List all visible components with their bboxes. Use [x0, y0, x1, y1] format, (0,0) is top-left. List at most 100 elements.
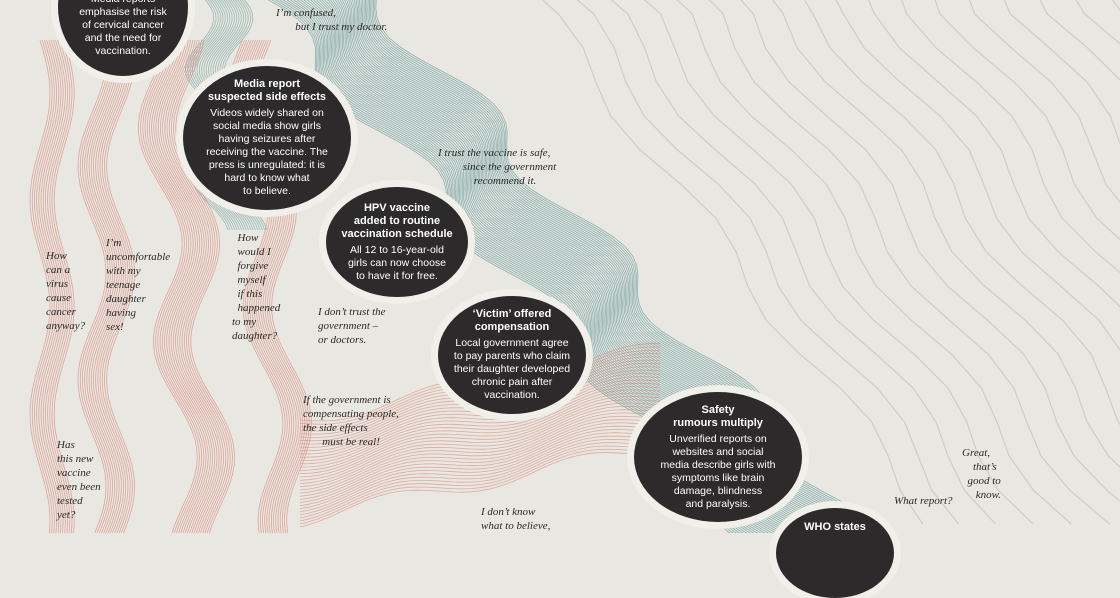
- red-stream-line: [173, 39, 233, 533]
- faint-wave-line: [740, 0, 1120, 502]
- red-stream-line: [299, 392, 661, 471]
- red-stream-line: [47, 39, 69, 533]
- red-stream-line: [151, 39, 211, 533]
- red-stream-line: [299, 402, 661, 481]
- bubble-body: Unverified reports on websites and socia…: [660, 432, 776, 510]
- red-stream-line: [299, 405, 661, 484]
- red-stream-line: [299, 372, 661, 452]
- quote-dont-trust-government: I don’t trust the government – or doctor…: [318, 306, 386, 346]
- red-stream-line: [137, 39, 198, 533]
- quote-what-report: What report?: [894, 495, 953, 507]
- red-stream-line: [77, 39, 107, 533]
- red-stream-line: [299, 422, 661, 500]
- red-stream-line: [299, 425, 661, 503]
- bubble-hpv-vaccine-schedule: HPV vaccine added to routine vaccination…: [326, 187, 468, 297]
- red-stream-line: [84, 39, 114, 533]
- faint-wave-line: [867, 0, 1120, 308]
- red-stream-line: [299, 409, 661, 488]
- red-stream-line: [99, 39, 129, 533]
- bubble-body: Local government agree to pay parents wh…: [453, 337, 571, 401]
- red-stream-line: [97, 39, 127, 533]
- bubble-who-states: WHO states: [776, 508, 894, 598]
- red-stream-line: [299, 445, 661, 522]
- faint-wave-line: [541, 0, 924, 525]
- faint-wave-line: [900, 0, 1120, 274]
- red-stream-line: [299, 419, 661, 497]
- red-stream-line: [170, 39, 231, 533]
- red-stream-line: [299, 448, 661, 525]
- red-stream-line: [140, 39, 200, 533]
- red-stream-line: [92, 39, 122, 533]
- red-stream-line: [162, 39, 222, 533]
- red-stream-line: [101, 39, 131, 533]
- red-stream-line: [38, 39, 60, 533]
- red-stream-line: [81, 39, 111, 533]
- quote-forgive-myself: How would I forgive myself if this happe…: [232, 232, 281, 342]
- faint-wave-line: [643, 0, 1034, 525]
- faint-wave-line: [676, 0, 1072, 525]
- red-stream-line: [144, 39, 205, 533]
- red-stream-line: [142, 39, 203, 533]
- faint-wave-line: [772, 0, 1120, 468]
- bubble-title: WHO states: [804, 521, 866, 533]
- red-stream-line: [299, 376, 661, 455]
- red-stream-line: [175, 39, 236, 533]
- red-stream-line: [299, 399, 661, 478]
- red-stream-line: [86, 39, 116, 533]
- red-stream-line: [88, 39, 118, 533]
- red-stream-line: [299, 396, 661, 475]
- red-stream-line: [29, 39, 51, 533]
- red-stream-line: [299, 432, 661, 510]
- faint-wave-line: [934, 0, 1120, 241]
- red-stream-line: [153, 39, 214, 533]
- faint-wave-line: [803, 0, 1120, 426]
- red-stream-line: [299, 435, 660, 513]
- red-stream-line: [36, 39, 58, 533]
- faint-wave-line: [708, 0, 1110, 525]
- bubble-title: Media report suspected side effects: [208, 78, 326, 103]
- red-stream-line: [31, 39, 53, 533]
- red-stream-line: [49, 39, 71, 533]
- red-stream-line: [146, 39, 207, 533]
- red-stream-line: [106, 39, 136, 533]
- red-stream-line: [157, 39, 218, 533]
- bubble-body: Media reports emphasise the risk of cerv…: [79, 0, 167, 57]
- red-stream-line: [33, 39, 55, 533]
- quote-compensating-people: If the government is compensating people…: [303, 394, 399, 448]
- red-stream-line: [299, 412, 661, 491]
- red-stream-line: [299, 442, 661, 519]
- red-stream-line: [299, 389, 661, 468]
- red-stream-line: [166, 39, 227, 533]
- red-stream-line: [42, 39, 64, 533]
- faint-wave-line: [968, 0, 1120, 204]
- bubble-title: Safety rumours multiply: [673, 403, 763, 429]
- quote-how-virus-cancer: How can a virus cause cancer anyway?: [46, 250, 86, 332]
- red-stream-line: [168, 39, 229, 533]
- red-stream-line: [299, 429, 661, 507]
- red-stream-line: [44, 39, 66, 533]
- faint-wave-line: [1039, 0, 1120, 81]
- red-stream-line: [40, 39, 62, 533]
- red-stream-line: [53, 39, 75, 533]
- quote-vaccine-tested: Has this new vaccine even been tested ye…: [57, 439, 101, 521]
- red-stream-line: [164, 39, 225, 533]
- red-stream-line: [299, 386, 661, 465]
- faint-wave-line: [1075, 0, 1120, 45]
- quote-confused: I’m confused, but I trust my doctor.: [276, 7, 388, 33]
- red-stream-line: [103, 39, 133, 533]
- faint-wave-line: [610, 0, 996, 525]
- bubble-title: ‘Victim’ offered compensation: [472, 308, 552, 333]
- faint-wave-line: [1003, 0, 1120, 146]
- red-stream-line: [299, 415, 661, 494]
- red-stream-line: [51, 39, 73, 533]
- red-stream-line: [299, 369, 661, 448]
- red-stream-line: [155, 39, 216, 533]
- bubble-safety-rumours: Safety rumours multiply Unverified repor…: [634, 392, 802, 522]
- bubble-body: All 12 to 16-year-old girls can now choo…: [347, 243, 447, 282]
- red-stream-line: [79, 39, 109, 533]
- faint-wave-line: [576, 0, 960, 525]
- red-stream-line: [299, 452, 661, 528]
- quote-uncomfortable: I’m uncomfortable with my teenage daught…: [106, 237, 171, 333]
- red-stream-line: [300, 382, 661, 461]
- red-stream-line: [90, 39, 120, 533]
